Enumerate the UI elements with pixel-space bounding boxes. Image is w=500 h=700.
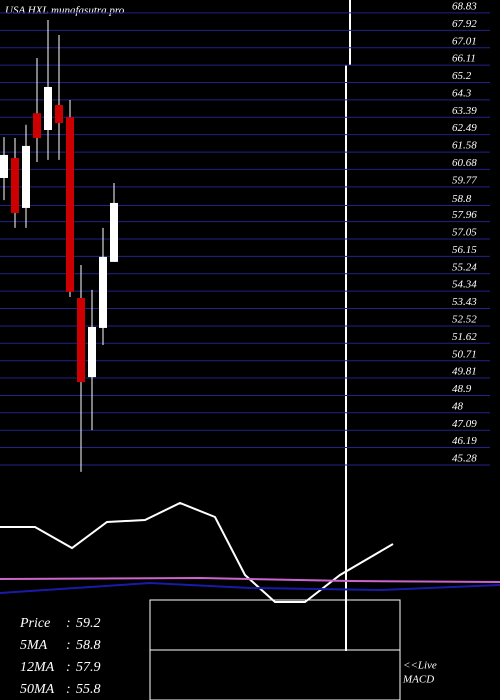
- y-tick-label: 58.8: [452, 193, 472, 205]
- info-separator: :: [66, 616, 71, 631]
- info-separator: :: [66, 638, 71, 653]
- y-tick-label: 63.39: [452, 105, 477, 117]
- candle-body: [110, 202, 118, 262]
- y-tick-label: 56.15: [452, 244, 477, 256]
- candle-body: [88, 326, 96, 378]
- y-tick-label: 64.3: [452, 87, 472, 99]
- y-tick-label: 65.2: [452, 70, 472, 82]
- candle-body: [33, 113, 41, 139]
- y-tick-label: 53.43: [452, 296, 477, 308]
- info-separator: :: [66, 660, 71, 675]
- info-value: 57.9: [76, 660, 101, 675]
- info-value: 58.8: [76, 638, 101, 653]
- y-tick-label: 48.9: [452, 383, 472, 395]
- candle-body: [0, 154, 8, 178]
- y-tick-label: 67.92: [452, 18, 477, 30]
- y-tick-label: 47.09: [452, 418, 477, 430]
- live-line: [345, 65, 347, 651]
- candle-body: [99, 256, 107, 328]
- y-tick-label: 54.34: [452, 279, 477, 291]
- y-tick-label: 57.05: [452, 227, 477, 239]
- candle-body: [44, 86, 52, 130]
- y-tick-label: 67.01: [452, 35, 477, 47]
- chart-title: USA HXL munafasutra.pro: [5, 5, 125, 17]
- y-tick-label: 61.58: [452, 140, 477, 152]
- macd-line: [0, 501, 394, 603]
- candle-body: [11, 158, 19, 213]
- candle-body: [22, 145, 30, 208]
- y-tick-label: 57.96: [452, 209, 477, 221]
- y-tick-label: 52.52: [452, 314, 477, 326]
- y-tick-label: 66.11: [452, 53, 476, 65]
- signal-line: [0, 576, 500, 583]
- y-tick-label: 48: [452, 400, 464, 412]
- candle-body: [66, 117, 74, 292]
- y-tick-label: 45.28: [452, 453, 477, 465]
- info-label: 5MA: [20, 638, 48, 653]
- info-value: 59.2: [76, 616, 101, 631]
- y-tick-label: 50.71: [452, 348, 477, 360]
- macd-label: MACD: [402, 674, 434, 686]
- y-tick-label: 59.77: [452, 174, 477, 186]
- info-label: Price: [19, 616, 50, 631]
- live-label: <<Live: [403, 660, 437, 672]
- info-label: 12MA: [20, 660, 55, 675]
- info-value: 55.8: [76, 682, 101, 697]
- candle-body: [77, 297, 85, 383]
- info-label: 50MA: [20, 682, 55, 697]
- y-tick-label: 55.24: [452, 261, 477, 273]
- y-tick-label: 51.62: [452, 331, 477, 343]
- info-separator: :: [66, 682, 71, 697]
- y-tick-label: 49.81: [452, 366, 477, 378]
- y-tick-label: 60.68: [452, 157, 477, 169]
- y-tick-label: 46.19: [452, 435, 477, 447]
- candle-body: [55, 105, 63, 124]
- y-tick-label: 68.83: [452, 0, 477, 12]
- y-tick-label: 62.49: [452, 122, 477, 134]
- ma-line: [0, 581, 500, 594]
